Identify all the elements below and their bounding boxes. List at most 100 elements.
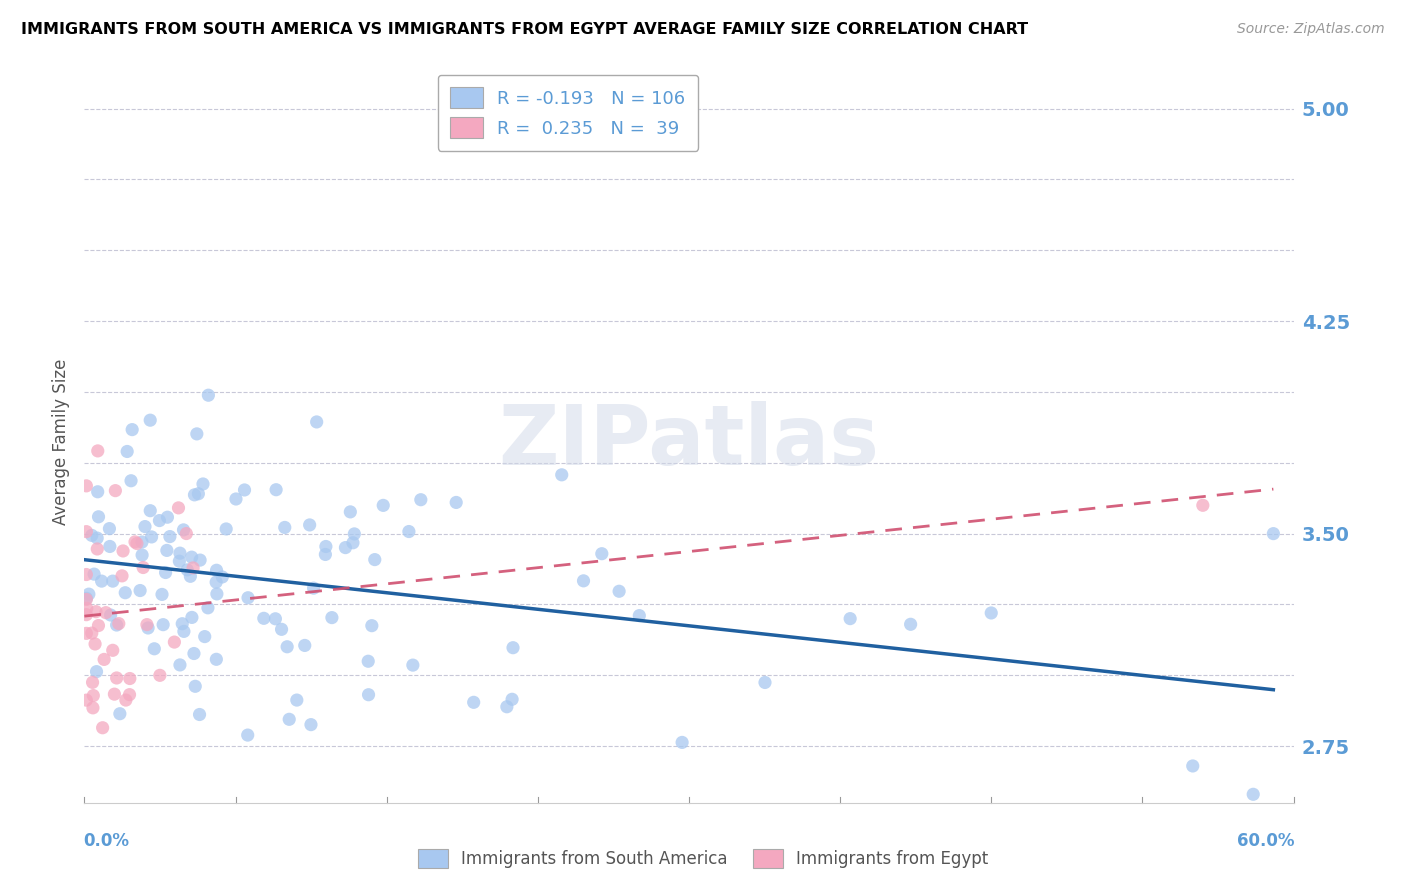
Point — [211, 570, 233, 584]
Point — [502, 640, 524, 655]
Point — [188, 707, 211, 722]
Point — [357, 688, 380, 702]
Point — [183, 488, 205, 502]
Point — [236, 728, 259, 742]
Point — [98, 540, 121, 554]
Point — [98, 522, 121, 536]
Point — [754, 675, 776, 690]
Text: IMMIGRANTS FROM SOUTH AMERICA VS IMMIGRANTS FROM EGYPT AVERAGE FAMILY SIZE CORRE: IMMIGRANTS FROM SOUTH AMERICA VS IMMIGRA… — [21, 22, 1028, 37]
Point — [179, 569, 201, 583]
Point — [180, 550, 202, 565]
Point — [105, 618, 128, 632]
Point — [236, 591, 259, 605]
Point — [143, 641, 166, 656]
Point — [121, 423, 143, 437]
Point — [75, 567, 97, 582]
Point — [270, 623, 292, 637]
Point — [83, 567, 105, 582]
Point — [149, 668, 172, 682]
Point — [194, 630, 217, 644]
Point — [176, 563, 198, 577]
Point — [205, 652, 228, 666]
Point — [321, 610, 343, 624]
Point — [118, 688, 141, 702]
Point — [75, 592, 97, 607]
Point — [75, 626, 97, 640]
Point — [360, 618, 382, 632]
Point — [1192, 498, 1215, 512]
Point — [141, 530, 163, 544]
Point — [148, 514, 170, 528]
Point — [264, 612, 287, 626]
Point — [402, 658, 425, 673]
Point — [104, 483, 127, 498]
Point — [101, 574, 124, 588]
Point — [274, 520, 297, 534]
Point — [87, 618, 110, 632]
Point — [75, 524, 97, 539]
Point — [373, 499, 395, 513]
Y-axis label: Average Family Size: Average Family Size — [52, 359, 70, 524]
Point — [87, 509, 110, 524]
Point — [900, 617, 922, 632]
Point — [302, 581, 325, 595]
Point — [591, 547, 613, 561]
Point — [335, 541, 357, 555]
Point — [357, 654, 380, 668]
Point — [187, 487, 209, 501]
Point — [197, 600, 219, 615]
Point — [496, 699, 519, 714]
Text: Source: ZipAtlas.com: Source: ZipAtlas.com — [1237, 22, 1385, 37]
Point — [125, 536, 148, 550]
Point — [91, 721, 114, 735]
Point — [205, 587, 228, 601]
Point — [314, 548, 336, 562]
Point — [444, 495, 467, 509]
Point — [93, 652, 115, 666]
Point — [75, 591, 97, 606]
Point — [188, 553, 211, 567]
Point — [172, 616, 194, 631]
Point — [180, 610, 202, 624]
Point — [839, 612, 862, 626]
Point — [86, 484, 108, 499]
Point — [169, 657, 191, 672]
Point — [409, 492, 432, 507]
Point — [132, 560, 155, 574]
Point — [551, 467, 574, 482]
Point — [159, 530, 181, 544]
Text: ZIPatlas: ZIPatlas — [499, 401, 879, 482]
Point — [173, 523, 195, 537]
Point — [205, 575, 228, 590]
Point — [139, 504, 162, 518]
Point — [115, 444, 138, 458]
Point — [76, 601, 98, 615]
Text: 0.0%: 0.0% — [83, 831, 129, 850]
Point — [233, 483, 256, 497]
Point — [364, 552, 387, 566]
Point — [299, 717, 322, 731]
Point — [183, 647, 205, 661]
Point — [671, 735, 693, 749]
Point — [607, 584, 630, 599]
Point — [80, 528, 103, 542]
Point — [155, 566, 177, 580]
Point — [112, 544, 135, 558]
Point — [134, 519, 156, 533]
Point — [167, 500, 190, 515]
Point — [463, 695, 485, 709]
Point — [115, 693, 138, 707]
Point — [294, 639, 316, 653]
Point — [176, 526, 198, 541]
Point — [105, 671, 128, 685]
Point — [139, 413, 162, 427]
Point — [100, 607, 122, 622]
Point — [156, 510, 179, 524]
Point — [131, 535, 153, 549]
Point — [84, 605, 107, 619]
Point — [108, 706, 131, 721]
Point — [82, 701, 104, 715]
Point — [339, 505, 361, 519]
Point — [94, 606, 117, 620]
Point — [1241, 787, 1264, 801]
